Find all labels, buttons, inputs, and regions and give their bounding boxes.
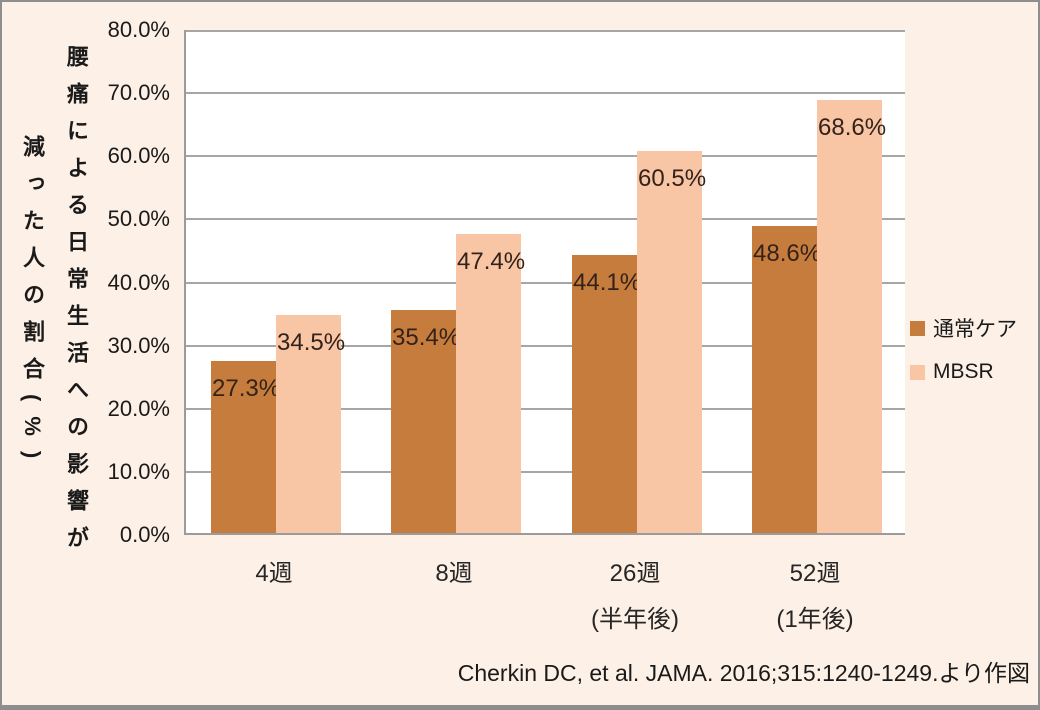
y-tick-label: 0.0% bbox=[119, 522, 170, 547]
gridline bbox=[186, 408, 905, 410]
category-group: 35.4% 47.4% bbox=[366, 30, 546, 533]
bar-data-label: 68.6% bbox=[818, 114, 887, 141]
bar-data-label: 48.6% bbox=[753, 240, 822, 267]
bar-data-label: 27.3% bbox=[212, 375, 281, 402]
y-tick-label: 10.0% bbox=[107, 459, 170, 484]
bar-data-label: 60.5% bbox=[638, 165, 707, 192]
y-tick-label: 40.0% bbox=[107, 270, 170, 295]
gridline bbox=[186, 471, 905, 473]
legend-label: 通常ケア bbox=[933, 318, 1017, 341]
gridline bbox=[186, 345, 905, 347]
x-axis-category-label: 52週 (1年後) bbox=[776, 560, 854, 633]
legend-item-usual-care: 通常ケア bbox=[910, 313, 1017, 343]
gridline bbox=[186, 30, 905, 32]
category-group: 44.1% 60.5% bbox=[547, 30, 727, 533]
legend: 通常ケア MBSR bbox=[910, 313, 1017, 384]
category-group: 48.6% 68.6% bbox=[727, 30, 907, 533]
legend-label: MBSR bbox=[933, 360, 994, 383]
category-group: 27.3% 34.5% bbox=[186, 30, 366, 533]
bar-data-label: 34.5% bbox=[277, 329, 346, 356]
gridline bbox=[186, 218, 905, 220]
y-tick-label: 20.0% bbox=[107, 396, 170, 421]
y-tick-label: 50.0% bbox=[107, 206, 170, 231]
y-tick-label: 30.0% bbox=[107, 333, 170, 358]
legend-swatch-mbsr bbox=[910, 364, 925, 380]
bar-mbsr: 34.5% bbox=[276, 315, 345, 533]
x-axis-category-label: 4週 bbox=[255, 560, 293, 587]
y-axis-title: 腰痛による日常生活への影響が 減った人の割合(%) bbox=[20, 45, 89, 563]
y-tick-label: 70.0% bbox=[107, 80, 170, 105]
bar-mbsr: 47.4% bbox=[456, 234, 525, 533]
bar-usual-care: 27.3% bbox=[211, 361, 280, 533]
source-citation: Cherkin DC, et al. JAMA. 2016;315:1240-1… bbox=[457, 660, 1030, 686]
bar-mbsr: 68.6% bbox=[817, 100, 886, 533]
x-axis-category-label: 8週 bbox=[435, 560, 473, 587]
y-tick-label: 60.0% bbox=[107, 143, 170, 168]
bar-data-label: 47.4% bbox=[457, 248, 526, 275]
x-axis-category-label: 26週 (半年後) bbox=[591, 560, 679, 633]
gridline bbox=[186, 282, 905, 284]
bar-usual-care: 44.1% bbox=[572, 255, 641, 533]
gridline bbox=[186, 155, 905, 157]
bar-usual-care: 35.4% bbox=[391, 310, 460, 533]
gridline bbox=[186, 92, 905, 94]
legend-swatch-usual-care bbox=[910, 320, 925, 336]
bar-mbsr: 60.5% bbox=[637, 151, 706, 533]
bar-usual-care: 48.6% bbox=[752, 226, 821, 533]
plot-area: 27.3% 34.5% 35.4% 47.4% 44.1% 60.5% 48.6% 68.6% bbox=[184, 30, 905, 535]
bar-data-label: 35.4% bbox=[392, 324, 461, 351]
legend-item-mbsr: MBSR bbox=[910, 360, 1017, 384]
bar-data-label: 44.1% bbox=[573, 269, 642, 296]
y-tick-label: 80.0% bbox=[107, 17, 170, 42]
